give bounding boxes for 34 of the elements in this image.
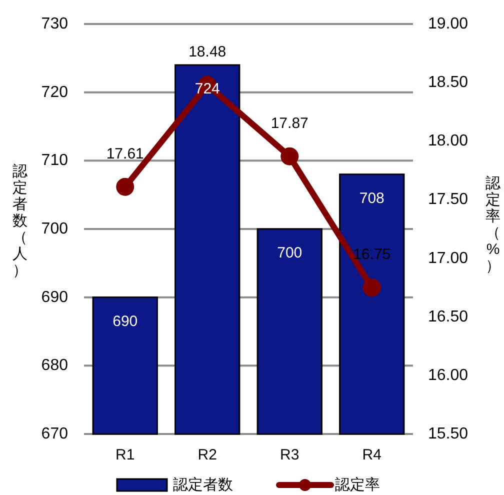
y-tick-label: 680: [41, 357, 68, 374]
data-label: 690: [112, 312, 138, 330]
y2-tick-label: 16.50: [428, 308, 468, 326]
data-label: 17.87: [270, 114, 308, 132]
x-tick-label: R2: [198, 446, 217, 464]
point: [116, 178, 134, 196]
data-label: 17.61: [106, 145, 144, 162]
y2-tick-label: 19.00: [428, 16, 468, 32]
data-label: 16.75: [353, 246, 391, 264]
legend-label: 認定者数: [173, 476, 233, 494]
y2-tick-label: 15.50: [428, 426, 468, 442]
y2-tick-label: 18.00: [428, 132, 468, 150]
y2-axis-title: 認定率（%）: [486, 175, 500, 274]
data-label: 724: [194, 80, 220, 98]
x-tick-label: R4: [362, 446, 382, 464]
y-tick-label: 720: [41, 84, 68, 101]
point: [362, 278, 381, 297]
point: [280, 147, 299, 166]
y-tick-label: 700: [41, 220, 68, 238]
y2-tick-label: 17.50: [428, 191, 468, 208]
y-tick-label: 670: [41, 426, 68, 442]
data-label: 18.48: [188, 43, 226, 60]
legend-label: 認定率: [335, 476, 380, 494]
y-tick-label: 690: [41, 288, 68, 306]
y2-tick-label: 17.00: [428, 250, 468, 267]
y-tick-label: 710: [41, 152, 68, 170]
data-label: 700: [277, 244, 302, 262]
x-tick-label: R1: [116, 446, 135, 464]
x-tick-label: R3: [280, 446, 300, 464]
y-axis-title: 認定者数（人）: [12, 163, 28, 279]
data-label: 708: [359, 190, 384, 207]
y-tick-label: 730: [41, 16, 68, 32]
y2-tick-label: 18.50: [428, 74, 468, 92]
y2-tick-label: 16.00: [428, 366, 468, 384]
